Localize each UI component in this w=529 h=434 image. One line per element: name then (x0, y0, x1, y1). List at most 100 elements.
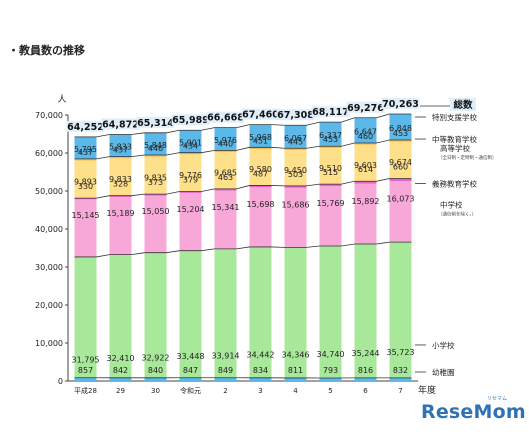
bar-segment-2 (354, 183, 377, 244)
bar-segment-0 (214, 377, 237, 381)
bar-segment-1 (389, 242, 412, 378)
data-label-3: 330 (78, 182, 93, 191)
data-label-1: 33,914 (212, 351, 240, 360)
data-label-4: 9,833 (109, 175, 132, 184)
bar-segment-3 (214, 188, 237, 191)
bar-segment-2 (179, 192, 202, 251)
bar-segment-3 (249, 185, 272, 188)
bar-segment-2 (144, 195, 167, 253)
total-label-bg (101, 118, 140, 130)
bar-segment-4 (179, 154, 202, 192)
y-tick-label: 70,000 (35, 111, 63, 120)
x-axis-unit: 年度 (418, 384, 436, 396)
series-connector-line (74, 139, 412, 160)
legend-label-5: 中等教育学校 (432, 134, 477, 144)
data-label-6: 6,848 (389, 124, 412, 133)
data-label-2: 15,145 (72, 211, 100, 220)
bar-segment-0 (354, 377, 377, 381)
bar-segment-1 (214, 248, 237, 378)
data-label-6: 6,337 (319, 131, 342, 140)
total-label: 66,668 (207, 113, 244, 124)
legend-label-2: 中学校 (440, 200, 463, 210)
bar-segment-5 (179, 152, 202, 155)
bar-segment-3 (109, 195, 132, 197)
data-label-6: 5,795 (74, 145, 97, 154)
data-label-2: 15,204 (177, 205, 205, 214)
total-legend-label: 総数 (453, 99, 473, 111)
bar-segment-2 (74, 199, 97, 257)
data-label-1: 34,442 (247, 350, 275, 359)
bar-segment-0 (319, 377, 342, 381)
bar-segment-5 (214, 150, 237, 153)
y-axis-unit: 人 (57, 94, 66, 105)
data-label-5: 440 (218, 139, 233, 148)
x-tick-label: 3 (258, 387, 262, 395)
series-connector-line (74, 178, 412, 199)
y-tick-label: 50,000 (35, 187, 63, 196)
data-label-0: 847 (183, 366, 198, 375)
legend-label-1: 小学校 (432, 340, 455, 350)
bar-segment-1 (109, 254, 132, 378)
bar-segment-5 (109, 156, 132, 159)
data-label-5: 434 (183, 142, 198, 151)
bar-segment-1 (249, 246, 272, 378)
bar-segment-6 (144, 132, 167, 156)
data-label-0: 857 (78, 366, 93, 375)
legend-label-4: 高等学校 (440, 143, 470, 153)
bar-segment-4 (109, 158, 132, 196)
data-label-5: 453 (323, 135, 338, 144)
data-label-0: 840 (148, 366, 163, 375)
bar-segment-6 (214, 127, 237, 151)
data-label-2: 15,050 (142, 207, 170, 216)
bar-segment-6 (354, 117, 377, 144)
data-label-4: 9,776 (179, 171, 202, 180)
bar-segment-3 (284, 185, 307, 188)
x-tick-label: 4 (293, 387, 298, 395)
data-label-1: 35,244 (352, 349, 380, 358)
data-label-6: 5,901 (179, 138, 202, 147)
x-tick-label: 6 (363, 387, 368, 395)
data-label-5: 437 (113, 146, 128, 155)
data-label-3: 373 (148, 178, 163, 187)
y-tick-label: 20,000 (35, 301, 63, 310)
bar-segment-1 (319, 245, 342, 378)
x-tick-label: 5 (328, 387, 332, 395)
bar-segment-6 (109, 134, 132, 157)
total-label-bg (171, 114, 210, 126)
bar-segment-5 (74, 158, 97, 161)
data-label-3: 379 (183, 175, 198, 184)
bar-segment-3 (354, 181, 377, 184)
data-label-1: 35,723 (387, 348, 415, 357)
bar-segment-1 (144, 252, 167, 378)
bar-segment-5 (284, 148, 307, 150)
data-label-2: 15,341 (212, 203, 240, 212)
series-connector-line (74, 241, 412, 258)
x-tick-label: 平成28 (74, 386, 97, 395)
total-label-bg (241, 108, 280, 120)
bar-segment-2 (109, 196, 132, 255)
bar-segment-3 (389, 178, 412, 182)
total-label-bg (381, 98, 420, 110)
bar-segment-5 (319, 146, 342, 148)
bar-segment-1 (284, 247, 307, 378)
bar-segment-2 (249, 187, 272, 247)
data-label-4: 9,835 (144, 173, 167, 182)
data-label-4: 9,603 (354, 161, 377, 170)
legend-sublabel-4: （全日制・定時制・通信制） (438, 154, 497, 161)
data-label-5: 453 (393, 129, 408, 138)
data-label-3: 614 (358, 165, 373, 174)
bar-segment-4 (249, 149, 272, 186)
data-label-2: 15,698 (247, 200, 275, 209)
data-label-3: 503 (288, 170, 303, 179)
bar-segment-0 (284, 377, 307, 381)
data-label-2: 15,189 (107, 209, 135, 218)
total-label-bg (311, 106, 350, 118)
bar-segment-3 (74, 198, 97, 200)
data-label-3: 660 (393, 163, 408, 172)
data-label-0: 832 (393, 366, 408, 375)
x-tick-label: 29 (116, 387, 125, 395)
data-label-6: 5,976 (214, 136, 237, 145)
x-tick-label: 30 (151, 387, 160, 395)
y-tick-label: 40,000 (35, 225, 63, 234)
total-label: 70,263 (382, 99, 419, 110)
